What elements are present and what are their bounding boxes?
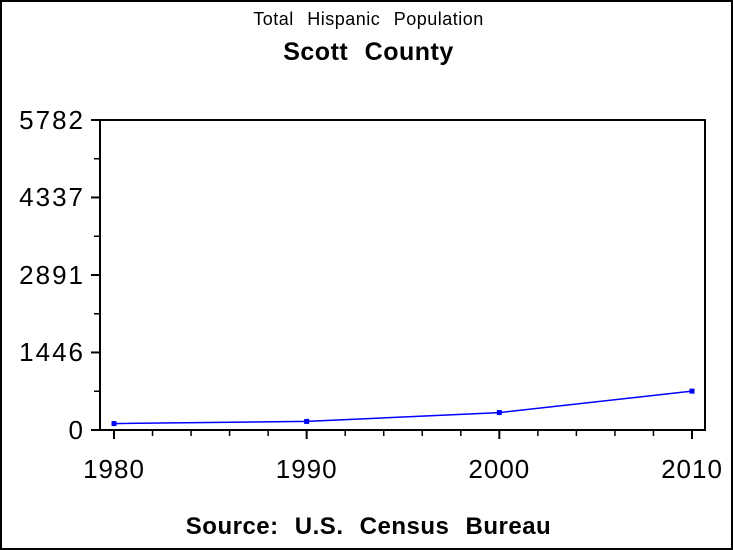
- data-point: [496, 410, 502, 416]
- plot-frame: [99, 119, 706, 431]
- data-point: [111, 421, 117, 427]
- data-line: [113, 390, 693, 425]
- chart-title: Total Hispanic Population: [253, 9, 484, 29]
- data-point: [304, 418, 310, 424]
- source-note: Source: U.S. Census Bureau: [185, 513, 552, 540]
- data-point: [689, 388, 695, 394]
- chart-subtitle: Scott County: [283, 38, 454, 66]
